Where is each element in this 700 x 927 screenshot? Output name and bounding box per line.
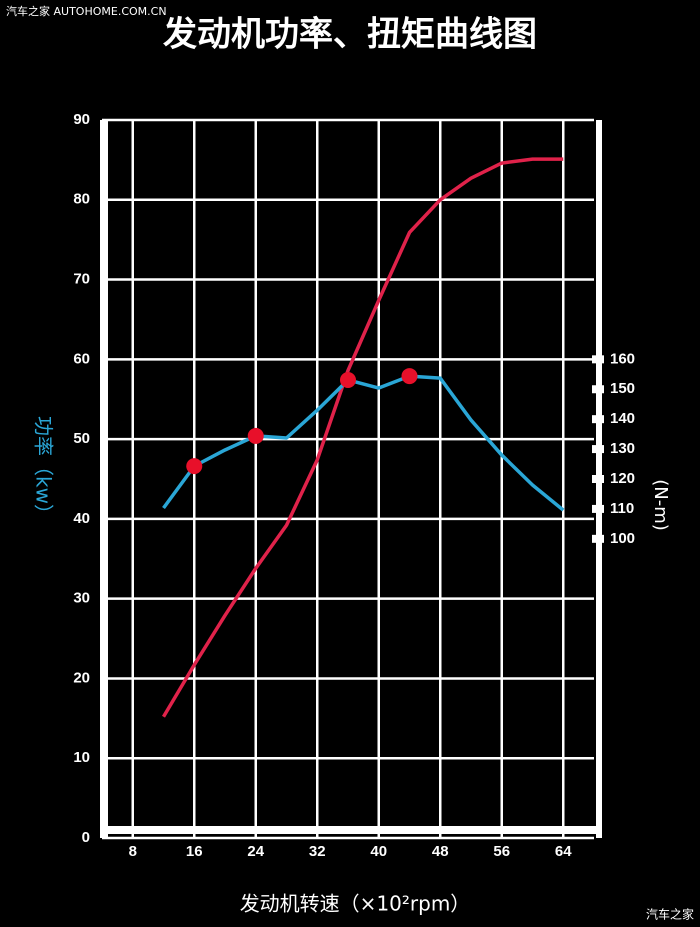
x-tick-label: 48 <box>432 843 449 860</box>
y2-tick-label: 130 <box>610 440 635 457</box>
series-line <box>161 157 564 718</box>
y2-tick-label: 110 <box>610 500 634 517</box>
x-tick-label: 32 <box>309 843 326 860</box>
y-tick-label: 30 <box>73 590 90 607</box>
highlight-point <box>401 368 418 385</box>
y-tick-label: 70 <box>73 271 90 288</box>
y-tick-label: 20 <box>73 669 90 686</box>
y-tick-label: 90 <box>73 111 90 128</box>
highlight-point <box>186 458 203 475</box>
x-tick-label: 56 <box>493 843 510 860</box>
y-tick-label: 10 <box>73 749 90 766</box>
highlight-point <box>247 427 264 444</box>
x-tick-label: 24 <box>247 843 264 860</box>
x-tick-label: 16 <box>186 843 203 860</box>
y-tick-label: 0 <box>82 829 90 846</box>
x-tick-label: 40 <box>370 843 387 860</box>
y2-axis-label: (N-m) <box>650 479 671 531</box>
y-tick-label: 40 <box>73 510 90 527</box>
watermark: 汽车之家 AUTOHOME.COM.CN <box>6 4 167 18</box>
y2-tick-label: 160 <box>610 350 635 367</box>
y2-tick-label: 140 <box>610 410 635 427</box>
watermark: 汽车之家 <box>646 907 694 922</box>
series-line <box>162 374 565 512</box>
y-tick-label: 60 <box>73 350 90 367</box>
y2-tick-label: 120 <box>610 470 635 487</box>
y-tick-label: 50 <box>73 430 90 447</box>
chart-title: 发动机功率、扭矩曲线图 <box>163 15 537 55</box>
highlight-point <box>340 371 356 388</box>
x-tick-label: 64 <box>555 843 572 860</box>
y2-tick-label: 150 <box>610 380 635 397</box>
x-axis-label: 发动机转速（×10²rpm） <box>240 892 471 916</box>
y-tick-label: 80 <box>73 191 90 208</box>
y-axis-label: 功率（kw） <box>32 416 56 524</box>
x-tick-label: 8 <box>129 843 137 860</box>
y2-tick-label: 100 <box>610 530 635 547</box>
